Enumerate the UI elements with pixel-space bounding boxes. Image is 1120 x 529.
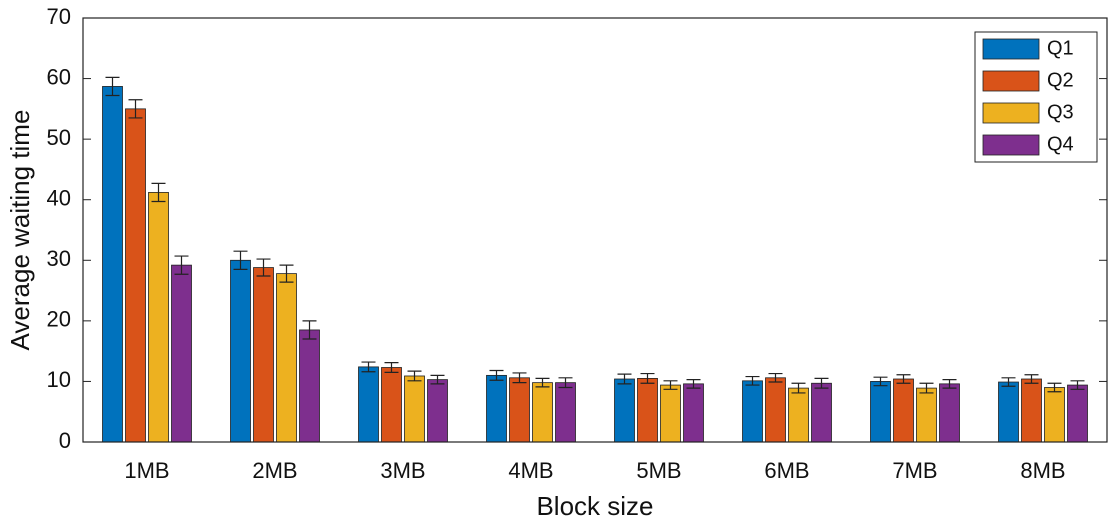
- bar: [811, 382, 832, 443]
- plot-frame: [82, 17, 1108, 443]
- bar: [253, 267, 274, 443]
- bar: [660, 384, 681, 443]
- error-bar: [512, 372, 527, 384]
- bar: [299, 329, 320, 443]
- y-tick-label: 0: [59, 428, 71, 453]
- bar: [276, 273, 297, 443]
- bar: [1021, 378, 1042, 443]
- error-bar: [745, 375, 760, 386]
- error-bar: [558, 377, 573, 389]
- y-tick-label: 70: [47, 4, 71, 29]
- legend-label: Q3: [1047, 101, 1074, 123]
- x-tick-label: 3MB: [380, 458, 425, 483]
- error-bar: [151, 182, 166, 203]
- legend-swatch: [982, 70, 1040, 92]
- x-tick-label: 2MB: [252, 458, 297, 483]
- bar: [404, 375, 425, 443]
- error-bar: [430, 374, 445, 385]
- bar: [1067, 384, 1088, 443]
- error-bar: [174, 255, 189, 275]
- bar: [555, 382, 576, 443]
- error-bar: [873, 376, 888, 387]
- error-bar: [489, 369, 504, 381]
- x-tick-label: 6MB: [764, 458, 809, 483]
- error-bar: [617, 373, 632, 385]
- y-tick-label: 50: [47, 125, 71, 150]
- x-tick-label: 4MB: [508, 458, 553, 483]
- bar: [381, 367, 402, 443]
- error-bar: [407, 370, 422, 382]
- bar: [637, 377, 658, 443]
- error-bar: [919, 382, 934, 394]
- error-bar: [361, 361, 376, 373]
- x-tick-label: 7MB: [892, 458, 937, 483]
- error-bar: [1001, 377, 1016, 387]
- error-bar: [814, 377, 829, 389]
- error-bar: [256, 258, 271, 277]
- error-bar: [233, 250, 248, 270]
- error-bar: [768, 372, 783, 383]
- x-axis-title: Block size: [536, 491, 653, 521]
- x-tick-label: 8MB: [1020, 458, 1065, 483]
- error-bar: [791, 382, 806, 394]
- error-bar: [942, 379, 957, 389]
- bar: [102, 86, 123, 443]
- legend-label: Q1: [1047, 37, 1074, 59]
- bar: [765, 377, 786, 443]
- error-bar: [1047, 382, 1062, 393]
- bar: [870, 381, 891, 443]
- error-bar: [663, 380, 678, 390]
- bar: [509, 377, 530, 443]
- y-tick-label: 60: [47, 64, 71, 89]
- bar: [230, 259, 251, 443]
- legend: Q1 Q2 Q3 Q4: [974, 31, 1098, 163]
- legend-swatch: [982, 134, 1040, 156]
- error-bar: [535, 377, 550, 388]
- bar: [1044, 387, 1065, 443]
- bar: [614, 378, 635, 443]
- x-tick-label: 5MB: [636, 458, 681, 483]
- bar: [788, 387, 809, 443]
- error-bar: [1024, 374, 1039, 384]
- legend-label: Q4: [1047, 133, 1074, 155]
- y-tick-label: 40: [47, 186, 71, 211]
- y-tick-label: 10: [47, 367, 71, 392]
- legend-swatch: [982, 38, 1040, 60]
- bar: [427, 379, 448, 443]
- legend-label: Q2: [1047, 69, 1074, 91]
- bar: [486, 374, 507, 443]
- bar: [683, 383, 704, 443]
- error-bar: [105, 76, 120, 97]
- error-bar: [686, 379, 701, 389]
- error-bar: [1070, 380, 1085, 390]
- y-tick-label: 20: [47, 307, 71, 332]
- y-tick-label: 30: [47, 246, 71, 271]
- bar: [998, 381, 1019, 443]
- bar: [742, 380, 763, 443]
- bar: [893, 378, 914, 443]
- bar: [532, 382, 553, 443]
- error-bar: [896, 374, 911, 384]
- error-bar: [279, 264, 294, 283]
- bar: [148, 192, 169, 443]
- error-bar: [640, 372, 655, 384]
- bar: [358, 366, 379, 443]
- bar: [916, 387, 937, 443]
- y-axis-title: Average waiting time: [5, 110, 35, 351]
- error-bar: [302, 320, 317, 340]
- bar: [939, 383, 960, 443]
- legend-swatch: [982, 102, 1040, 124]
- bar: [171, 264, 192, 443]
- x-tick-label: 1MB: [124, 458, 169, 483]
- bar: [125, 108, 146, 443]
- error-bar: [128, 99, 143, 119]
- error-bar: [384, 362, 399, 373]
